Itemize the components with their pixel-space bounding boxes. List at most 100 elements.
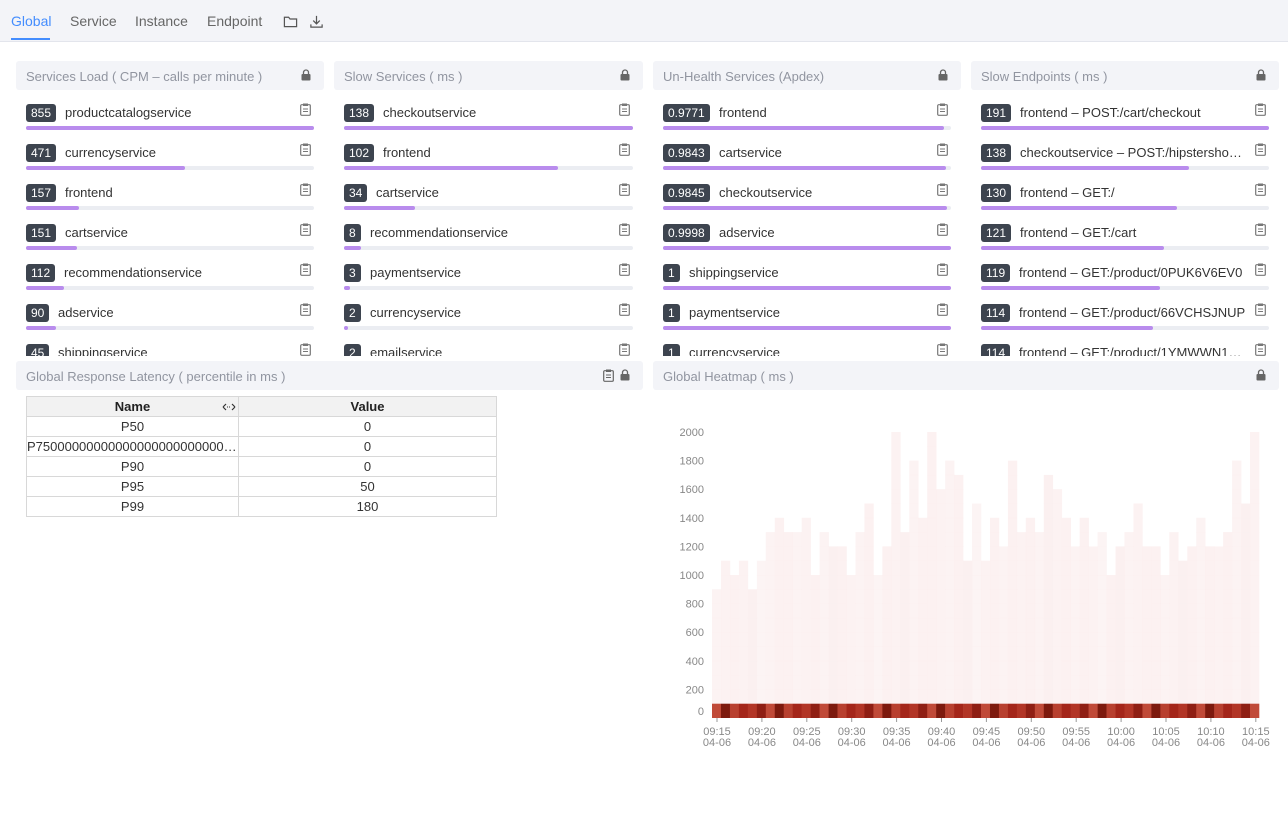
clipboard-icon[interactable] <box>937 263 948 276</box>
list-item[interactable]: 2 currencyservice <box>344 301 635 341</box>
heatmap-cell <box>927 689 937 704</box>
tab-instance[interactable]: Instance <box>135 13 188 29</box>
item-label: frontend – GET:/product/0PUK6V6EV0 <box>1019 265 1243 280</box>
item-label: adservice <box>719 225 775 240</box>
clipboard-icon[interactable] <box>1255 143 1266 156</box>
heatmap-cell <box>882 575 892 590</box>
lock-icon[interactable] <box>300 69 312 81</box>
clipboard-icon[interactable] <box>1255 103 1266 116</box>
list-item[interactable]: 119 frontend – GET:/product/0PUK6V6EV0 <box>981 261 1271 301</box>
clipboard-icon[interactable] <box>937 183 948 196</box>
list-item[interactable]: 114 frontend – GET:/product/1YMWWN1N4O <box>981 341 1271 356</box>
heatmap-cell <box>1106 646 1116 662</box>
list-item[interactable]: 1 currencyservice <box>663 341 953 356</box>
column-resize-icon[interactable] <box>222 402 236 412</box>
clipboard-icon[interactable] <box>300 103 311 116</box>
list-item[interactable]: 138 checkoutservice – POST:/hipstershop.C… <box>981 141 1271 181</box>
item-label: frontend – GET:/cart <box>1020 225 1137 240</box>
item-label: frontend – GET:/ <box>1020 185 1115 200</box>
tab-global[interactable]: Global <box>11 13 52 29</box>
heatmap-cell <box>810 646 820 662</box>
heatmap-cell <box>873 660 883 676</box>
list-item[interactable]: 138 checkoutservice <box>344 101 635 141</box>
folder-icon[interactable] <box>283 14 298 29</box>
heatmap-cell <box>981 703 991 718</box>
list-item[interactable]: 1 paymentservice <box>663 301 953 341</box>
clipboard-icon[interactable] <box>300 343 311 356</box>
lock-icon[interactable] <box>619 369 631 381</box>
clipboard-icon[interactable] <box>1255 223 1266 236</box>
clipboard-icon[interactable] <box>1255 263 1266 276</box>
clipboard-icon[interactable] <box>937 143 948 156</box>
list-item[interactable]: 121 frontend – GET:/cart <box>981 221 1271 261</box>
heatmap-cell <box>882 560 892 576</box>
list-item[interactable]: 151 cartservice <box>26 221 316 261</box>
heatmap-cell <box>837 632 847 647</box>
clipboard-icon[interactable] <box>300 143 311 156</box>
list-item[interactable]: 34 cartservice <box>344 181 635 221</box>
list-item[interactable]: 157 frontend <box>26 181 316 221</box>
list-item[interactable]: 471 currencyservice <box>26 141 316 181</box>
heatmap-cell <box>819 603 829 619</box>
clipboard-icon[interactable] <box>300 223 311 236</box>
clipboard-icon[interactable] <box>619 183 630 196</box>
x-tick-date: 04-06 <box>703 737 731 749</box>
list-item[interactable]: 0.9843 cartservice <box>663 141 953 181</box>
clipboard-icon[interactable] <box>937 223 948 236</box>
clipboard-icon[interactable] <box>619 263 630 276</box>
heatmap-cell <box>1124 703 1134 718</box>
list-item[interactable]: 855 productcatalogservice <box>26 101 316 141</box>
lock-icon[interactable] <box>619 69 631 81</box>
list-item[interactable]: 0.9998 adservice <box>663 221 953 261</box>
list-item[interactable]: 90 adservice <box>26 301 316 341</box>
list-item[interactable]: 0.9771 frontend <box>663 101 953 141</box>
list-item[interactable]: 191 frontend – POST:/cart/checkout <box>981 101 1271 141</box>
heatmap-cell <box>909 489 919 504</box>
list-item[interactable]: 8 recommendationservice <box>344 221 635 261</box>
clipboard-icon[interactable] <box>619 343 630 356</box>
list-item[interactable]: 45 shippingservice <box>26 341 316 356</box>
heatmap-cell <box>936 646 946 662</box>
heatmap-cell <box>1196 689 1206 704</box>
progress-track <box>344 206 633 210</box>
list-item[interactable]: 3 paymentservice <box>344 261 635 301</box>
column-header-name[interactable]: Name <box>26 396 239 417</box>
clipboard-icon[interactable] <box>619 103 630 116</box>
clipboard-icon[interactable] <box>603 369 614 382</box>
heatmap-cell <box>846 603 856 619</box>
lock-icon[interactable] <box>1255 69 1267 81</box>
column-header-value[interactable]: Value <box>238 396 497 417</box>
clipboard-icon[interactable] <box>937 303 948 316</box>
lock-icon[interactable] <box>937 69 949 81</box>
clipboard-icon[interactable] <box>937 103 948 116</box>
clipboard-icon[interactable] <box>619 143 630 156</box>
list-item[interactable]: 112 recommendationservice <box>26 261 316 301</box>
clipboard-icon[interactable] <box>300 303 311 316</box>
clipboard-icon[interactable] <box>1255 183 1266 196</box>
clipboard-icon[interactable] <box>300 183 311 196</box>
list-item[interactable]: 102 frontend <box>344 141 635 181</box>
heatmap-cell <box>1043 632 1054 647</box>
heatmap-cell <box>989 560 1000 576</box>
clipboard-icon[interactable] <box>300 263 311 276</box>
clipboard-icon[interactable] <box>1255 343 1266 356</box>
heatmap-cell <box>801 660 811 676</box>
clipboard-icon[interactable] <box>619 223 630 236</box>
list-item[interactable]: 1 shippingservice <box>663 261 953 301</box>
clipboard-icon[interactable] <box>619 303 630 316</box>
download-icon[interactable] <box>309 14 324 29</box>
clipboard-icon[interactable] <box>1255 303 1266 316</box>
lock-icon[interactable] <box>1255 369 1267 381</box>
tab-service[interactable]: Service <box>70 13 117 29</box>
list-item[interactable]: 130 frontend – GET:/ <box>981 181 1271 221</box>
clipboard-icon[interactable] <box>937 343 948 356</box>
heatmap-cell <box>945 617 955 633</box>
tab-endpoint[interactable]: Endpoint <box>207 13 263 29</box>
y-tick-label: 400 <box>686 656 704 668</box>
global-heatmap-chart[interactable]: 0 200 400 600 800 1000 1200 1400 1600 1800 2000 09:… <box>652 395 1278 755</box>
list-item[interactable]: 2 emailservice <box>344 341 635 356</box>
list-item[interactable]: 0.9845 checkoutservice <box>663 181 953 221</box>
heatmap-cell <box>1025 632 1036 647</box>
latency-name: P90 <box>26 456 239 477</box>
list-item[interactable]: 114 frontend – GET:/product/66VCHSJNUP <box>981 301 1271 341</box>
